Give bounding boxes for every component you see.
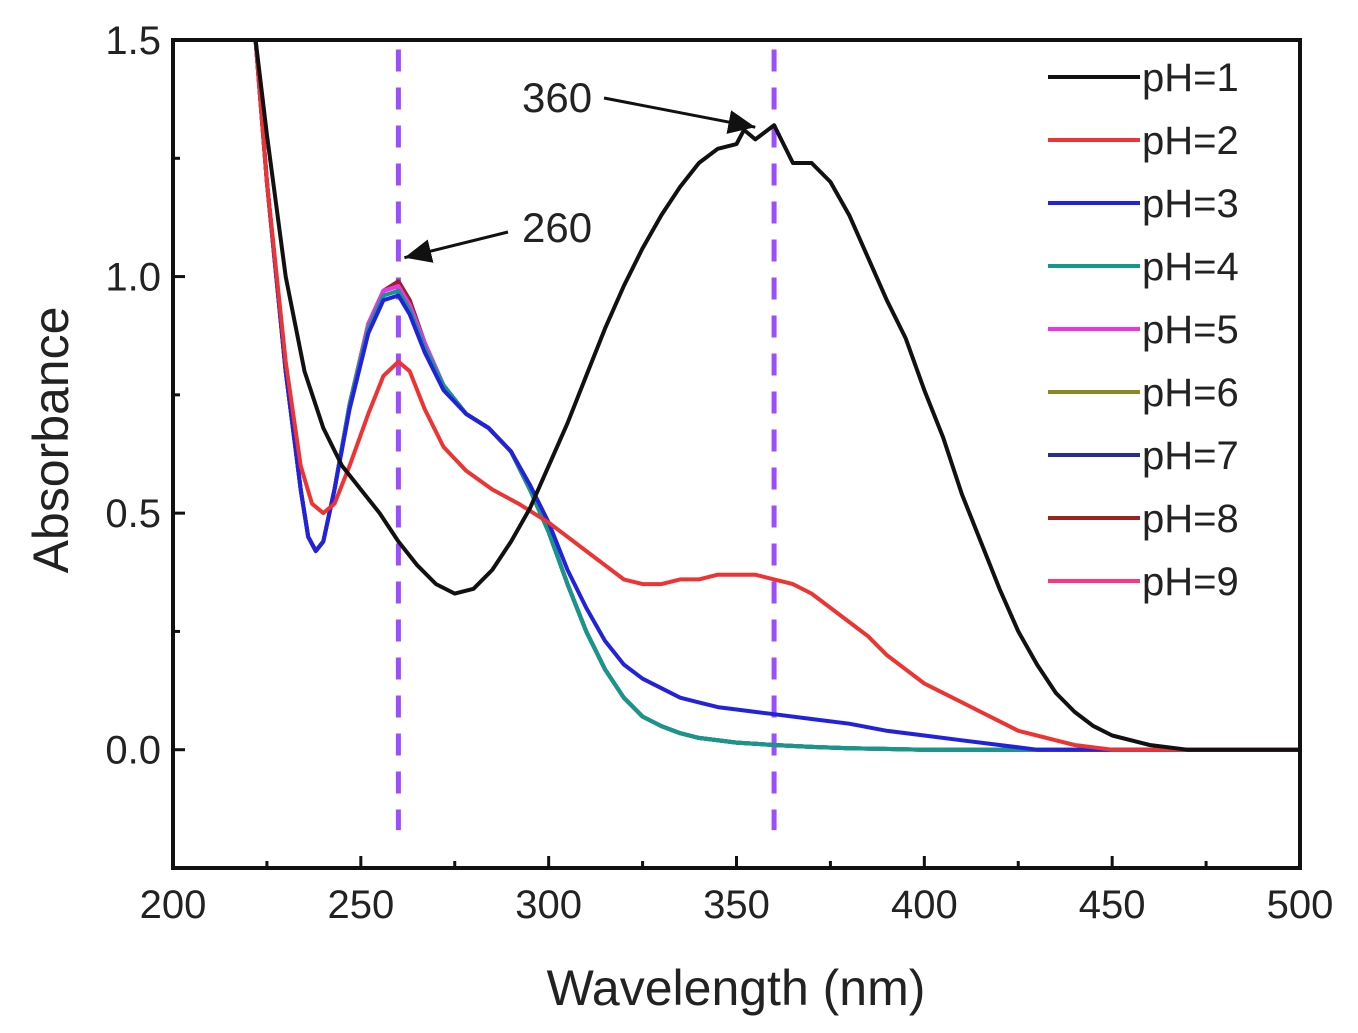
annotation-arrow-260 — [404, 230, 509, 263]
x-tick-label: 400 — [891, 883, 958, 927]
x-tick-label: 250 — [327, 883, 394, 927]
x-tick-label: 200 — [140, 883, 207, 927]
legend-label: pH=7 — [1142, 434, 1239, 478]
annotation-label-360: 360 — [522, 74, 592, 121]
y-tick-label: 0.0 — [105, 729, 161, 773]
legend-label: pH=6 — [1142, 371, 1239, 415]
y-tick-label: 1.5 — [105, 19, 161, 63]
peak-annotations: 360 260 — [404, 74, 756, 263]
y-axis: 0.0 0.5 1.0 1.5 — [105, 19, 185, 870]
series-line-pH-1 — [253, 40, 1300, 752]
annotation-label-260: 260 — [522, 204, 592, 251]
series-line-pH-2 — [253, 40, 1300, 752]
legend-label: pH=9 — [1142, 560, 1239, 604]
legend-label: pH=2 — [1142, 119, 1239, 163]
legend-label: pH=3 — [1142, 182, 1239, 226]
annotation-arrow-360 — [603, 96, 756, 134]
x-tick-label: 450 — [1079, 883, 1146, 927]
legend-label: pH=4 — [1142, 245, 1239, 289]
y-tick-label: 0.5 — [105, 492, 161, 536]
x-tick-label: 300 — [515, 883, 582, 927]
legend-label: pH=5 — [1142, 308, 1239, 352]
x-tick-label: 350 — [703, 883, 770, 927]
x-axis: 200 250 300 350 400 450 500 — [140, 856, 1334, 927]
x-tick-label: 500 — [1267, 883, 1334, 927]
legend: pH=1 pH=2 pH=3 pH=4 pH=5 pH=6 pH=7 pH=8 pH=9 — [1048, 56, 1239, 604]
reference-lines — [395, 49, 777, 831]
series-line-pH-3 — [253, 40, 1300, 752]
x-axis-title: Wavelength (nm) — [547, 960, 926, 1016]
legend-label: pH=1 — [1142, 56, 1239, 100]
y-axis-title: Absorbance — [23, 307, 79, 574]
legend-label: pH=8 — [1142, 497, 1239, 541]
spectra-lines — [253, 40, 1300, 752]
y-tick-label: 1.0 — [105, 256, 161, 300]
